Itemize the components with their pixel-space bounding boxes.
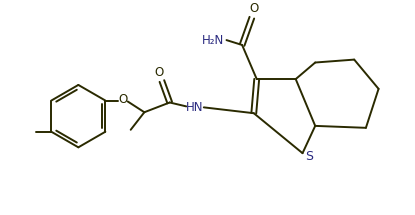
- Text: O: O: [154, 66, 164, 79]
- Text: S: S: [305, 150, 313, 163]
- Text: O: O: [118, 93, 127, 106]
- Text: O: O: [249, 2, 259, 15]
- Text: HN: HN: [186, 101, 204, 114]
- Text: H₂N: H₂N: [202, 34, 224, 47]
